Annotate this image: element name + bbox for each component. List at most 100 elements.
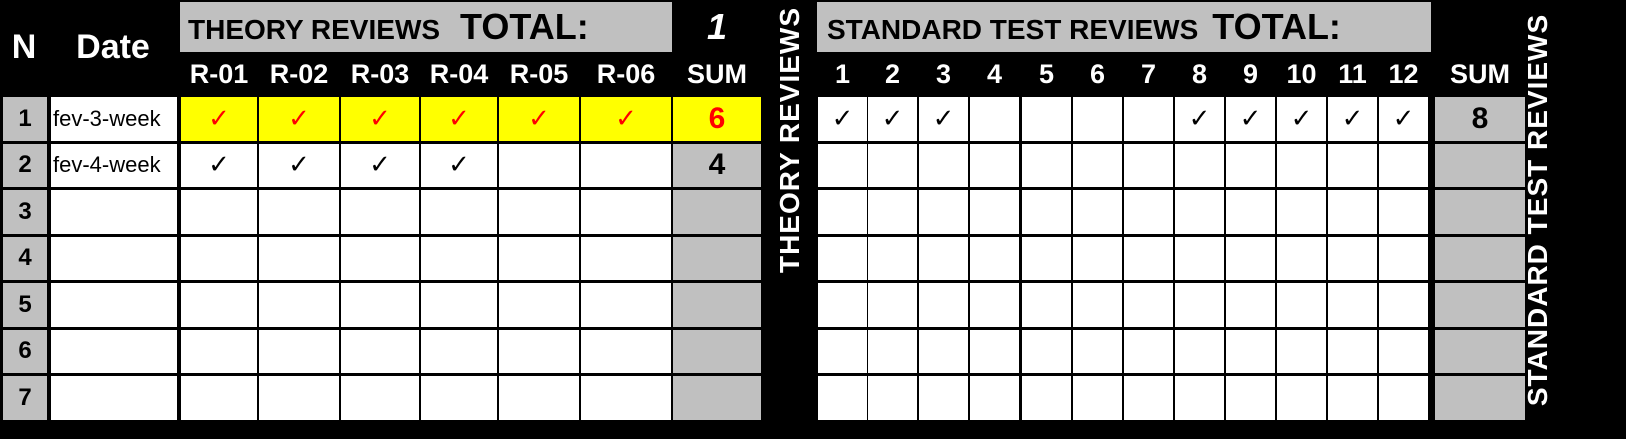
standard-test-cell[interactable] [1021, 282, 1072, 328]
standard-test-cell[interactable] [1123, 328, 1174, 374]
standard-test-cell[interactable] [918, 282, 969, 328]
standard-test-cell[interactable] [1123, 235, 1174, 281]
standard-test-cell[interactable]: ✓ [1327, 96, 1378, 142]
standard-test-cell[interactable] [1123, 282, 1174, 328]
standard-test-cell[interactable]: ✓ [867, 96, 918, 142]
standard-test-cell[interactable] [969, 282, 1020, 328]
standard-test-cell[interactable] [817, 189, 868, 235]
theory-review-cell[interactable] [180, 235, 258, 281]
date-cell[interactable]: fev-3-week [50, 96, 178, 142]
standard-test-cell[interactable] [1276, 328, 1327, 374]
theory-review-cell[interactable] [580, 328, 672, 374]
standard-test-cell[interactable] [1072, 282, 1123, 328]
standard-test-cell[interactable] [1021, 189, 1072, 235]
theory-review-cell[interactable] [420, 328, 498, 374]
standard-test-cell[interactable] [1072, 142, 1123, 188]
theory-review-cell[interactable]: ✓ [340, 96, 420, 142]
theory-col-header-6[interactable]: R-06 [596, 58, 656, 89]
standard-test-cell[interactable] [1327, 328, 1378, 374]
standard-test-cell[interactable] [1327, 375, 1378, 421]
theory-total-value[interactable]: 1 [706, 6, 728, 47]
theory-review-cell[interactable] [498, 282, 580, 328]
date-cell[interactable] [50, 235, 178, 281]
standard-test-cell[interactable]: ✓ [918, 96, 969, 142]
theory-review-cell[interactable] [258, 282, 340, 328]
standard-test-cell[interactable] [1327, 189, 1378, 235]
standard-test-cell[interactable] [817, 375, 868, 421]
standard-test-cell[interactable] [1276, 282, 1327, 328]
standard-test-cell[interactable] [1021, 235, 1072, 281]
standard-test-cell[interactable] [1327, 235, 1378, 281]
standard-test-cell[interactable] [1225, 189, 1276, 235]
standard-col-header-1[interactable]: 1 [834, 58, 851, 89]
standard-col-header-4[interactable]: 4 [986, 58, 1003, 89]
theory-sum-header[interactable]: SUM [687, 58, 747, 89]
theory-review-cell[interactable] [420, 375, 498, 421]
standard-col-header-8[interactable]: 8 [1191, 58, 1208, 89]
standard-test-cell[interactable] [1021, 96, 1072, 142]
theory-review-cell[interactable] [420, 189, 498, 235]
standard-test-cell[interactable] [969, 189, 1020, 235]
theory-review-cell[interactable] [580, 282, 672, 328]
theory-reviews-title[interactable]: THEORY REVIEWS TOTAL: [180, 2, 672, 52]
standard-test-cell[interactable] [1276, 142, 1327, 188]
standard-test-cell[interactable] [1276, 375, 1327, 421]
standard-test-cell[interactable] [1378, 282, 1429, 328]
standard-test-cell[interactable] [867, 375, 918, 421]
theory-review-cell[interactable] [258, 375, 340, 421]
theory-review-cell[interactable] [180, 328, 258, 374]
standard-test-cell[interactable] [1072, 96, 1123, 142]
theory-review-cell[interactable] [340, 282, 420, 328]
standard-test-cell[interactable] [969, 96, 1020, 142]
standard-test-cell[interactable] [1174, 282, 1225, 328]
standard-test-cell[interactable] [918, 142, 969, 188]
standard-col-header-7[interactable]: 7 [1140, 58, 1157, 89]
standard-test-cell[interactable]: ✓ [817, 96, 868, 142]
theory-review-cell[interactable]: ✓ [580, 96, 672, 142]
standard-test-cell[interactable] [918, 328, 969, 374]
theory-review-cell[interactable] [258, 328, 340, 374]
standard-test-cell[interactable] [1072, 328, 1123, 374]
theory-review-cell[interactable]: ✓ [258, 142, 340, 188]
theory-review-cell[interactable]: ✓ [258, 96, 340, 142]
theory-col-header-1[interactable]: R-01 [189, 58, 249, 89]
standard-test-cell[interactable] [867, 282, 918, 328]
standard-test-cell[interactable] [1225, 375, 1276, 421]
standard-test-reviews-title[interactable]: STANDARD TEST REVIEWS TOTAL: [817, 2, 1431, 52]
standard-test-cell[interactable] [1378, 189, 1429, 235]
standard-test-cell[interactable] [1378, 142, 1429, 188]
theory-review-cell[interactable] [580, 189, 672, 235]
standard-test-cell[interactable]: ✓ [1378, 96, 1429, 142]
standard-test-cell[interactable] [1174, 142, 1225, 188]
standard-test-cell[interactable] [867, 189, 918, 235]
standard-test-cell[interactable] [867, 142, 918, 188]
standard-col-header-5[interactable]: 5 [1038, 58, 1055, 89]
theory-review-cell[interactable] [258, 235, 340, 281]
standard-test-cell[interactable] [817, 142, 868, 188]
standard-col-header-11[interactable]: 11 [1338, 58, 1367, 89]
theory-review-cell[interactable] [420, 235, 498, 281]
standard-test-cell[interactable] [1225, 328, 1276, 374]
standard-test-cell[interactable] [969, 375, 1020, 421]
theory-review-cell[interactable] [180, 189, 258, 235]
standard-test-cell[interactable] [817, 235, 868, 281]
date-column-header[interactable]: Date [76, 27, 150, 66]
date-cell[interactable] [50, 189, 178, 235]
standard-test-cell[interactable] [867, 235, 918, 281]
theory-col-header-3[interactable]: R-03 [350, 58, 410, 89]
standard-test-cell[interactable] [817, 282, 868, 328]
theory-review-cell[interactable] [498, 235, 580, 281]
standard-test-cell[interactable] [1276, 235, 1327, 281]
standard-test-cell[interactable] [1021, 328, 1072, 374]
theory-review-cell[interactable] [340, 235, 420, 281]
theory-review-cell[interactable]: ✓ [420, 96, 498, 142]
theory-col-header-5[interactable]: R-05 [509, 58, 569, 89]
theory-review-cell[interactable] [180, 282, 258, 328]
standard-test-cell[interactable] [1123, 96, 1174, 142]
theory-review-cell[interactable] [420, 282, 498, 328]
standard-test-cell[interactable] [1123, 142, 1174, 188]
date-cell[interactable] [50, 328, 178, 374]
theory-review-cell[interactable] [340, 328, 420, 374]
standard-test-cell[interactable] [1123, 375, 1174, 421]
standard-test-cell[interactable] [969, 235, 1020, 281]
